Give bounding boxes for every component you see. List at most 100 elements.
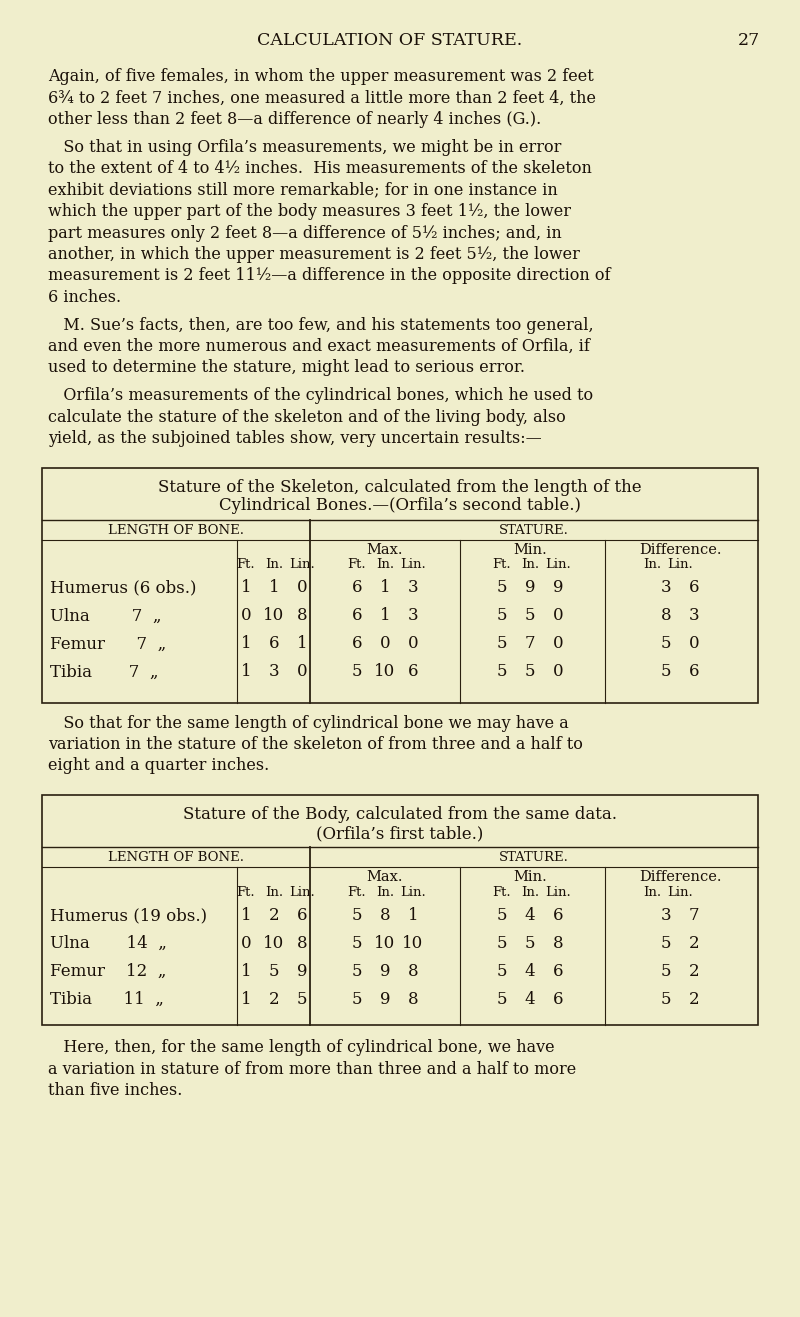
- Text: 5: 5: [352, 664, 362, 681]
- Text: 2: 2: [269, 907, 279, 925]
- Text: 5: 5: [661, 664, 671, 681]
- Text: 5: 5: [352, 907, 362, 925]
- Text: Humerus (19 obs.): Humerus (19 obs.): [50, 907, 207, 925]
- Text: So that for the same length of cylindrical bone we may have a: So that for the same length of cylindric…: [48, 715, 569, 731]
- Text: 9: 9: [297, 963, 307, 980]
- Text: measurement is 2 feet 11½—a difference in the opposite direction of: measurement is 2 feet 11½—a difference i…: [48, 267, 610, 284]
- Text: 5: 5: [352, 990, 362, 1008]
- Text: In.: In.: [643, 558, 661, 572]
- Text: STATURE.: STATURE.: [499, 851, 569, 864]
- Text: 5: 5: [497, 990, 507, 1008]
- Text: 8: 8: [408, 963, 418, 980]
- Text: 0: 0: [297, 664, 307, 681]
- Text: 5: 5: [497, 935, 507, 952]
- Text: Lin.: Lin.: [289, 558, 315, 572]
- Text: Orfila’s measurements of the cylindrical bones, which he used to: Orfila’s measurements of the cylindrical…: [48, 387, 593, 404]
- Text: In.: In.: [376, 558, 394, 572]
- Text: 4: 4: [525, 990, 535, 1008]
- Text: 2: 2: [689, 990, 699, 1008]
- Text: 10: 10: [402, 935, 424, 952]
- Text: Difference.: Difference.: [638, 871, 722, 884]
- Text: 1: 1: [241, 579, 251, 597]
- Text: 5: 5: [497, 963, 507, 980]
- Text: 5: 5: [269, 963, 279, 980]
- Text: LENGTH OF BONE.: LENGTH OF BONE.: [108, 851, 244, 864]
- Text: 3: 3: [661, 579, 671, 597]
- Text: 5: 5: [525, 607, 535, 624]
- Text: 1: 1: [241, 990, 251, 1008]
- Text: Ft.: Ft.: [493, 886, 511, 900]
- Text: Difference.: Difference.: [638, 543, 722, 557]
- Text: Max.: Max.: [366, 871, 403, 884]
- Text: 1: 1: [408, 907, 418, 925]
- Text: 5: 5: [525, 935, 535, 952]
- Text: 6: 6: [297, 907, 307, 925]
- Text: 0: 0: [553, 636, 563, 652]
- Text: 27: 27: [738, 32, 760, 49]
- Text: 1: 1: [241, 664, 251, 681]
- Text: In.: In.: [521, 886, 539, 900]
- Text: 1: 1: [380, 579, 390, 597]
- Text: 5: 5: [352, 963, 362, 980]
- Text: 0: 0: [408, 636, 418, 652]
- Text: In.: In.: [376, 886, 394, 900]
- Text: In.: In.: [643, 886, 661, 900]
- Text: 7: 7: [525, 636, 535, 652]
- Text: 0: 0: [553, 607, 563, 624]
- Bar: [42, 468, 758, 702]
- Text: In.: In.: [265, 886, 283, 900]
- Text: exhibit deviations still more remarkable; for in one instance in: exhibit deviations still more remarkable…: [48, 182, 558, 199]
- Text: 9: 9: [525, 579, 535, 597]
- Text: LENGTH OF BONE.: LENGTH OF BONE.: [108, 523, 244, 536]
- Text: 1: 1: [241, 907, 251, 925]
- Text: 6: 6: [553, 907, 563, 925]
- Text: Again, of five females, in whom the upper measurement was 2 feet: Again, of five females, in whom the uppe…: [48, 68, 594, 86]
- Text: 5: 5: [497, 664, 507, 681]
- Text: 6 inches.: 6 inches.: [48, 288, 121, 306]
- Bar: [42, 795, 758, 1025]
- Text: 5: 5: [297, 990, 307, 1008]
- Text: Tibia       7  „: Tibia 7 „: [50, 664, 158, 681]
- Text: 7: 7: [689, 907, 699, 925]
- Text: 5: 5: [497, 907, 507, 925]
- Text: 0: 0: [689, 636, 699, 652]
- Text: 3: 3: [661, 907, 671, 925]
- Text: 6: 6: [352, 636, 362, 652]
- Text: Tibia      11  „: Tibia 11 „: [50, 990, 164, 1008]
- Text: 6: 6: [553, 990, 563, 1008]
- Text: eight and a quarter inches.: eight and a quarter inches.: [48, 757, 270, 774]
- Text: 10: 10: [263, 607, 285, 624]
- Text: In.: In.: [265, 558, 283, 572]
- Text: 5: 5: [497, 636, 507, 652]
- Text: 8: 8: [408, 990, 418, 1008]
- Text: Lin.: Lin.: [667, 558, 693, 572]
- Text: Here, then, for the same length of cylindrical bone, we have: Here, then, for the same length of cylin…: [48, 1039, 554, 1056]
- Text: Ft.: Ft.: [237, 886, 255, 900]
- Text: 3: 3: [269, 664, 279, 681]
- Text: 5: 5: [352, 935, 362, 952]
- Text: 6: 6: [689, 579, 699, 597]
- Text: 5: 5: [661, 636, 671, 652]
- Text: 0: 0: [241, 935, 251, 952]
- Text: CALCULATION OF STATURE.: CALCULATION OF STATURE.: [258, 32, 522, 49]
- Text: Ft.: Ft.: [348, 886, 366, 900]
- Text: Stature of the Skeleton, calculated from the length of the: Stature of the Skeleton, calculated from…: [158, 478, 642, 495]
- Text: 3: 3: [408, 579, 418, 597]
- Text: Lin.: Lin.: [400, 558, 426, 572]
- Text: Lin.: Lin.: [667, 886, 693, 900]
- Text: 10: 10: [374, 664, 396, 681]
- Text: Ulna       14  „: Ulna 14 „: [50, 935, 167, 952]
- Text: Lin.: Lin.: [545, 558, 571, 572]
- Text: Cylindrical Bones.—(Orfila’s second table.): Cylindrical Bones.—(Orfila’s second tabl…: [219, 498, 581, 515]
- Text: Femur      7  „: Femur 7 „: [50, 636, 166, 652]
- Text: 6¾ to 2 feet 7 inches, one measured a little more than 2 feet 4, the: 6¾ to 2 feet 7 inches, one measured a li…: [48, 90, 596, 107]
- Text: 3: 3: [689, 607, 699, 624]
- Text: In.: In.: [521, 558, 539, 572]
- Text: Lin.: Lin.: [545, 886, 571, 900]
- Text: 5: 5: [661, 963, 671, 980]
- Text: 0: 0: [380, 636, 390, 652]
- Text: 2: 2: [269, 990, 279, 1008]
- Text: 6: 6: [408, 664, 418, 681]
- Text: 6: 6: [689, 664, 699, 681]
- Text: Max.: Max.: [366, 543, 403, 557]
